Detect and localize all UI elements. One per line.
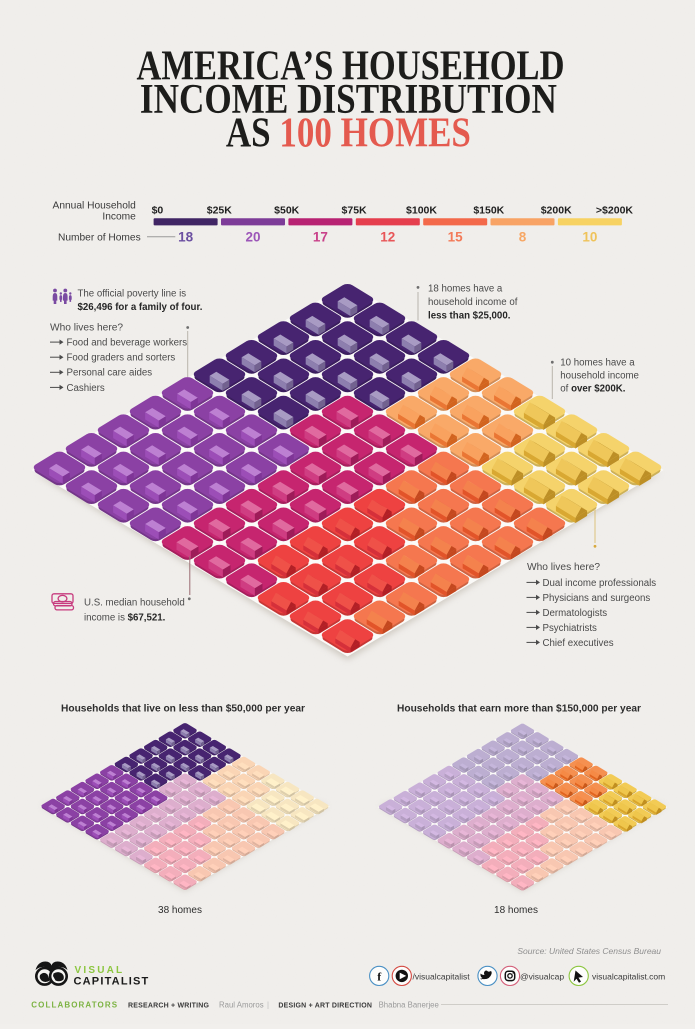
svg-text:of over $200K.: of over $200K. <box>560 384 625 395</box>
svg-text:U.S. median household: U.S. median household <box>84 598 185 609</box>
svg-text:Cashiers: Cashiers <box>67 383 105 394</box>
svg-text:income is $67,521.: income is $67,521. <box>84 613 166 624</box>
svg-text:$100K: $100K <box>406 205 437 217</box>
svg-text:$26,496 for a family of four.: $26,496 for a family of four. <box>78 302 203 313</box>
svg-text:Dual income professionals: Dual income professionals <box>543 578 657 589</box>
svg-text:f: f <box>377 970 382 984</box>
svg-text:18 homes have a: 18 homes have a <box>428 284 503 295</box>
svg-text:38 homes: 38 homes <box>158 905 202 916</box>
svg-text:Annual Household: Annual Household <box>53 200 137 211</box>
svg-text:$25K: $25K <box>207 205 233 217</box>
svg-text:$150K: $150K <box>473 205 504 217</box>
svg-text:COLLABORATORS: COLLABORATORS <box>31 1001 118 1010</box>
svg-text:20: 20 <box>245 230 260 245</box>
svg-text:$75K: $75K <box>342 205 368 217</box>
svg-text:18: 18 <box>178 230 194 245</box>
svg-text:15: 15 <box>448 230 464 245</box>
svg-text:Who lives here?: Who lives here? <box>527 562 600 573</box>
svg-text:Bhabna Banerjee: Bhabna Banerjee <box>379 1001 439 1010</box>
svg-text:Dermatologists: Dermatologists <box>543 608 608 619</box>
svg-text:$0: $0 <box>152 205 164 217</box>
svg-text:INCOME DISTRIBUTION: INCOME DISTRIBUTION <box>140 76 557 123</box>
svg-text:18 homes: 18 homes <box>494 905 538 916</box>
svg-text:Income: Income <box>102 211 136 222</box>
svg-text:@visualcap: @visualcap <box>520 971 564 981</box>
svg-text:CAPITALIST: CAPITALIST <box>74 976 150 988</box>
svg-text:12: 12 <box>380 230 395 245</box>
svg-text:10 homes have a: 10 homes have a <box>560 358 635 369</box>
svg-text:Who lives here?: Who lives here? <box>50 323 123 334</box>
svg-text:10: 10 <box>582 230 597 245</box>
svg-text:Physicians and surgeons: Physicians and surgeons <box>543 593 651 604</box>
svg-text:Number of Homes: Number of Homes <box>58 233 141 244</box>
svg-text:|: | <box>267 1001 269 1010</box>
svg-text:Food and beverage workers: Food and beverage workers <box>67 338 188 349</box>
svg-text:household income: household income <box>560 371 639 382</box>
svg-text:AS 100 HOMES: AS 100 HOMES <box>226 110 471 157</box>
svg-text:VISUAL: VISUAL <box>75 965 125 976</box>
svg-text:less than $25,000.: less than $25,000. <box>428 310 511 321</box>
svg-text:Households that earn more than: Households that earn more than $150,000 … <box>397 704 641 715</box>
svg-text:AMERICA’S HOUSEHOLD: AMERICA’S HOUSEHOLD <box>137 43 565 90</box>
svg-text:>$200K: >$200K <box>596 205 633 217</box>
svg-text:Source: United States Census B: Source: United States Census Bureau <box>517 946 661 956</box>
svg-text:Psychiatrists: Psychiatrists <box>543 623 598 634</box>
svg-text:visualcapitalist.com: visualcapitalist.com <box>592 971 665 981</box>
svg-text:Raul Amoros: Raul Amoros <box>219 1001 264 1010</box>
svg-text:/visualcapitalist: /visualcapitalist <box>413 971 471 981</box>
svg-text:The official poverty line is: The official poverty line is <box>78 289 187 300</box>
svg-text:$200K: $200K <box>541 205 572 217</box>
svg-text:Households that live on less t: Households that live on less than $50,00… <box>61 704 305 715</box>
svg-text:17: 17 <box>313 230 328 245</box>
svg-text:Personal care aides: Personal care aides <box>67 368 153 379</box>
svg-text:Chief executives: Chief executives <box>543 638 614 649</box>
svg-text:DESIGN + ART DIRECTION: DESIGN + ART DIRECTION <box>278 1003 372 1010</box>
svg-text:Food graders and sorters: Food graders and sorters <box>67 353 176 364</box>
svg-text:RESEARCH + WRITING: RESEARCH + WRITING <box>128 1003 210 1010</box>
svg-text:household income of: household income of <box>428 297 518 308</box>
svg-text:8: 8 <box>519 230 527 245</box>
svg-text:$50K: $50K <box>274 205 300 217</box>
